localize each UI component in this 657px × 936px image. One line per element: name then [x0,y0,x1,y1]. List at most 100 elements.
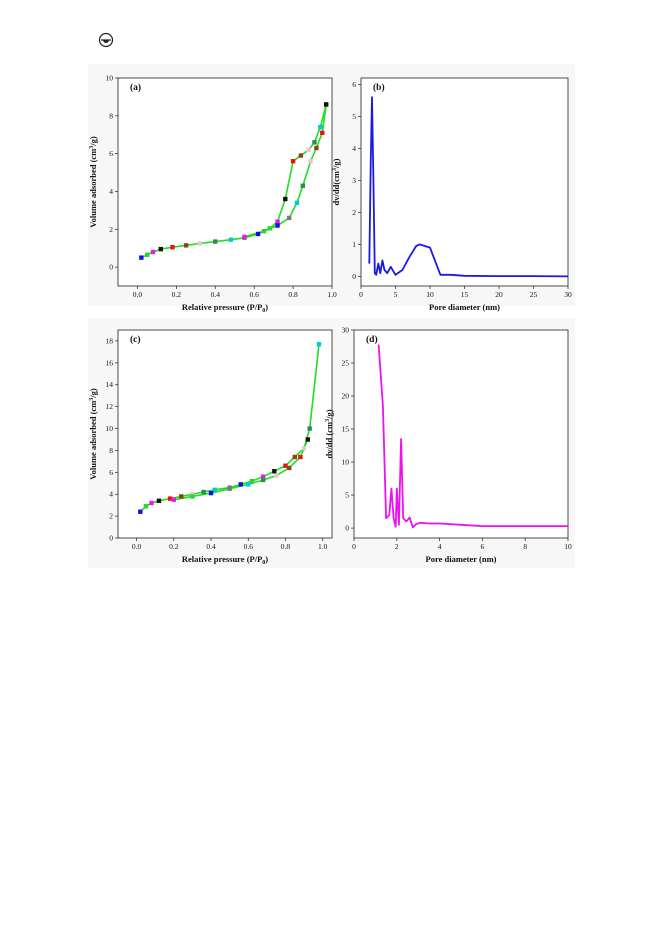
x-tick-label: 0.8 [288,290,298,299]
open-access-icon [98,32,114,48]
data-point [287,215,292,221]
data-point [273,473,279,478]
x-axis-label: Relative pressure (P/P0) [182,554,268,566]
x-tick-label: 0.2 [169,542,179,551]
x-tick-label: 30 [564,290,572,299]
data-point [301,446,307,451]
data-point [149,500,154,506]
data-point [190,494,195,499]
x-tick-label: 0.4 [211,290,221,299]
x-tick-label: 4 [438,542,442,551]
plot-frame [117,77,333,287]
data-point [139,255,144,260]
x-tick-label: 1.0 [327,290,337,299]
y-tick-label: 16 [106,358,114,367]
y-axis-label: Volume adsorbed (cm3/g) [88,136,98,228]
data-point [300,183,306,188]
x-tick-label: 8 [523,542,527,551]
data-point [290,159,296,164]
panel-label: (a) [130,82,141,93]
data-point [242,234,247,240]
y-tick-label: 10 [342,458,350,467]
data-point [170,245,175,250]
data-point [167,496,173,501]
x-tick-label: 0.6 [249,290,259,299]
y-tick-label: 14 [106,380,114,389]
y-tick-label: 8 [109,446,113,455]
data-point [228,237,234,242]
data-point [272,469,277,474]
data-point [316,342,322,347]
x-tick-label: 10 [564,542,572,551]
data-point [156,498,162,503]
data-point [306,147,311,153]
x-tick-label: 10 [426,290,434,299]
y-tick-label: 20 [342,392,350,401]
data-point [171,497,177,502]
x-tick-label: 0.0 [132,542,142,551]
y-tick-label: 10 [106,424,114,433]
data-point [260,474,266,479]
data-point [246,482,251,487]
data-point [158,246,163,252]
data-point [298,454,303,460]
panel-d: (d) 0 2 4 6 8 10 0 5 10 15 20 25 30 Pore diameter (nm)… [324,318,575,568]
y-tick-label: 18 [106,336,114,345]
data-point [287,465,292,471]
x-tick-label: 1.0 [318,542,328,551]
data-point [307,426,312,431]
y-axis-label: Volume adsorbed (cm3/g) [88,388,98,480]
data-point [150,249,156,255]
y-tick-label: 8 [109,111,113,120]
y-tick-label: 25 [342,359,350,368]
x-tick-label: 0.0 [133,290,143,299]
data-point [255,231,261,237]
data-point [275,219,280,224]
y-tick-label: 2 [109,512,113,521]
panel-label: (c) [130,334,141,345]
data-point [312,140,317,145]
data-point [143,504,149,509]
distribution-line [377,344,568,529]
isotherm-line [173,439,309,501]
x-tick-label: 0 [352,542,356,551]
y-tick-label: 2 [109,225,113,234]
data-point [292,454,297,460]
data-point [183,243,189,248]
x-axis-label: Pore diameter (nm) [429,302,500,312]
y-tick-label: 2 [352,208,356,217]
y-tick-label: 15 [342,425,350,434]
x-tick-label: 0.4 [206,542,216,551]
y-tick-label: 30 [342,326,350,335]
x-tick-label: 0.2 [172,290,182,299]
plot-frame [117,329,333,539]
data-point [144,252,150,257]
data-point [283,463,288,468]
data-point [260,477,266,483]
distribution-line [368,96,569,278]
data-point [314,145,319,151]
y-tick-label: 0 [352,272,356,281]
x-tick-label: 5 [394,290,398,299]
x-tick-label: 0 [359,290,363,299]
data-point [283,196,288,202]
data-point [298,153,304,158]
data-point [212,487,217,493]
y-tick-label: 0 [109,263,113,272]
panel-b: (b) 0 5 10 15 20 25 30 0 1 2 3 4 5 6 Pore diameter (nm)… [331,64,575,312]
data-point [305,437,311,442]
panel-label: (d) [366,334,378,345]
data-point [238,482,244,487]
y-tick-label: 4 [352,144,356,153]
y-tick-label: 6 [109,149,113,158]
data-point [261,228,267,234]
data-point [227,486,232,491]
y-tick-label: 0 [109,534,113,543]
y-tick-label: 4 [109,490,113,499]
data-point [213,239,218,244]
data-point [320,130,325,136]
y-tick-label: 6 [109,468,113,477]
x-tick-label: 6 [481,542,485,551]
data-point [249,478,255,484]
